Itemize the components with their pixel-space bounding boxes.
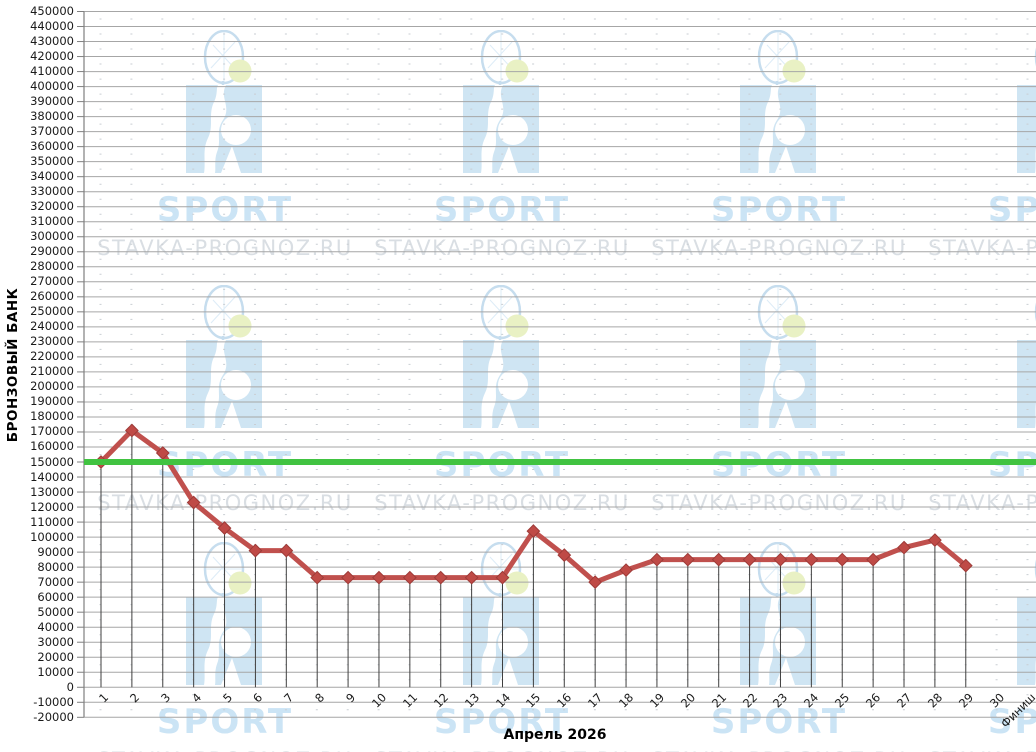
watermark-site-text: STAVKA-PROGNOZ.RU <box>85 750 365 752</box>
bank-series-marker <box>619 563 633 578</box>
bank-series-marker <box>464 570 479 585</box>
watermark-brand-text: SPORT <box>987 702 1036 742</box>
watermark-site-text: STAVKA-PROGNOZ.RU <box>374 491 630 515</box>
watermark-tile: SPORT STAVKA-PROGNOZ.RU <box>639 542 919 752</box>
watermark-site-text: STAVKA-PROGNOZ.RU <box>651 236 907 260</box>
bank-series-marker <box>866 552 881 567</box>
watermark-brand-text: SPORT <box>156 702 294 742</box>
bank-series-marker <box>217 521 232 535</box>
tennis-player-icon <box>740 30 816 173</box>
bank-series-marker <box>804 552 819 567</box>
bank-series-marker <box>495 570 510 585</box>
watermark-site-text: STAVKA-PROGNOZ.RU <box>916 750 1036 752</box>
bank-series-marker <box>186 495 201 510</box>
watermark-site-text: STAVKA-PROGNOZ.RU <box>639 750 919 752</box>
bank-series-marker <box>310 570 325 585</box>
bank-series-marker <box>773 552 788 567</box>
bank-series-marker <box>279 543 294 558</box>
bank-series-marker <box>650 552 664 567</box>
watermark-site-text: STAVKA-PROGNOZ.RU <box>928 491 1036 515</box>
watermark-site-text: STAVKA-PROGNOZ.RU <box>362 750 642 752</box>
bank-series-marker <box>372 570 386 585</box>
bank-series-marker <box>526 524 541 538</box>
bank-series-marker <box>248 543 263 558</box>
bank-series-marker <box>402 570 417 585</box>
watermark-brand-text: SPORT <box>710 702 848 742</box>
tennis-player-icon <box>186 30 262 173</box>
bank-series-marker <box>711 552 726 567</box>
bank-series-marker <box>897 540 911 555</box>
y-axis-title: БРОНЗОВЫЙ БАНК <box>5 287 21 443</box>
bank-series-marker <box>958 558 973 573</box>
bank-series-marker <box>124 423 139 438</box>
watermark-site-text: STAVKA-PROGNOZ.RU <box>374 236 630 260</box>
bank-series-marker <box>835 552 850 567</box>
tennis-player-icon <box>463 30 539 173</box>
tennis-player-icon <box>186 285 262 428</box>
bank-series-marker <box>341 570 355 585</box>
bank-series-marker <box>680 552 695 567</box>
watermark-site-text: STAVKA-PROGNOZ.RU <box>97 491 353 515</box>
watermark-site-text: STAVKA-PROGNOZ.RU <box>651 491 907 515</box>
tennis-player-icon <box>463 285 539 428</box>
bank-series-marker <box>557 548 572 563</box>
watermark-tile: SPORT STAVKA-PROGNOZ.RU <box>916 542 1036 752</box>
watermark-brand-text: SPORT <box>433 702 571 742</box>
x-axis-title: Апрель 2026 <box>503 727 607 743</box>
tennis-player-icon <box>740 285 816 428</box>
watermark-site-text: STAVKA-PROGNOZ.RU <box>97 236 353 260</box>
bank-series-marker <box>433 570 448 585</box>
bank-series-marker <box>927 533 942 548</box>
watermark-site-text: STAVKA-PROGNOZ.RU <box>928 236 1036 260</box>
tennis-player-icon <box>740 542 816 685</box>
bank-series-marker <box>588 575 603 590</box>
bank-series-marker <box>742 552 757 567</box>
